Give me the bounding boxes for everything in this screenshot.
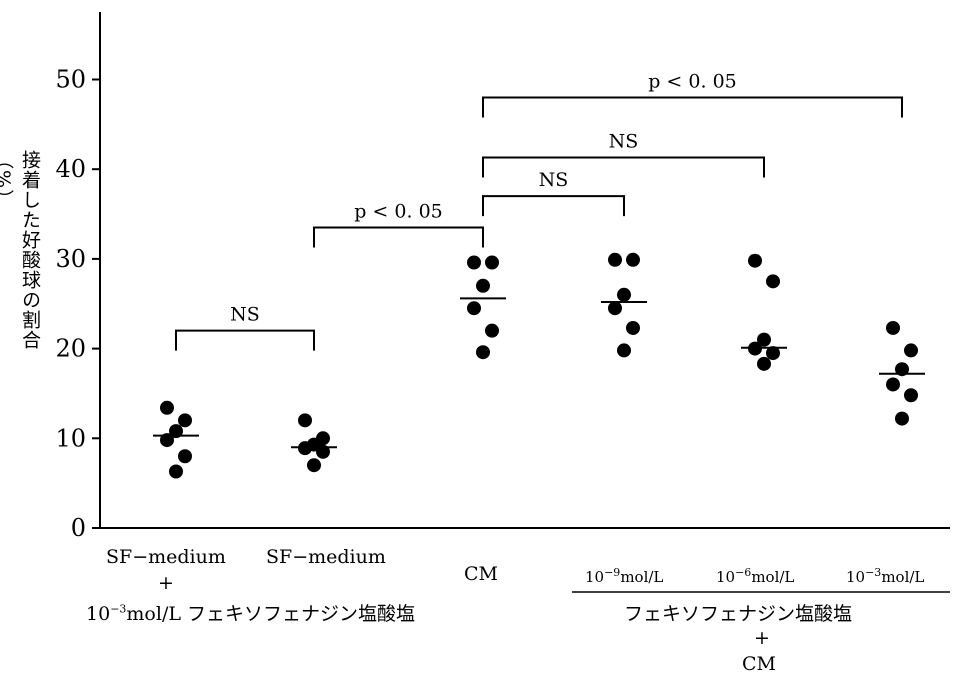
data-point <box>626 252 640 267</box>
significance-bracket <box>482 156 765 178</box>
y-tick-label: 20 <box>55 335 86 363</box>
data-point <box>178 449 192 464</box>
x-group-label-plus: + <box>754 627 770 649</box>
significance-label: p < 0. 05 <box>648 70 737 92</box>
data-point <box>467 255 481 270</box>
data-point <box>886 320 900 335</box>
data-point <box>608 301 622 316</box>
data-point <box>766 346 780 361</box>
x-label-cm: CM <box>464 563 498 585</box>
y-tick-label: 50 <box>55 66 86 94</box>
x-label-fexofenadine-dose-1: 10−3mol/L フェキソフェナジン塩酸塩 <box>86 602 416 625</box>
data-point <box>307 458 321 473</box>
data-point <box>298 441 312 456</box>
y-tick-label: 30 <box>55 245 86 273</box>
data-point <box>169 464 183 479</box>
data-point <box>178 413 192 428</box>
data-point <box>160 400 174 415</box>
data-point <box>757 332 771 347</box>
significance-label: NS <box>539 169 569 191</box>
data-point <box>904 388 918 403</box>
data-point <box>160 433 174 448</box>
significance-bracket <box>175 329 315 351</box>
data-point <box>608 252 622 267</box>
significance-bracket <box>482 195 625 217</box>
data-points <box>153 252 925 479</box>
y-tick-label: 0 <box>71 514 86 542</box>
significance-label: NS <box>230 304 260 326</box>
x-label-sf-medium-2: SF−medium <box>266 546 386 568</box>
significance-bracket <box>313 226 484 248</box>
significance-brackets: NS p < 0. 05 NS NS p < 0. 05 <box>175 70 903 351</box>
x-label-dose-1e-6: 10−6mol/L <box>716 566 795 586</box>
data-point <box>485 323 499 338</box>
data-point <box>467 301 481 316</box>
x-group-label-drug: フェキソフェナジン塩酸塩 <box>624 603 853 625</box>
x-label-plus-1: + <box>158 572 174 594</box>
data-point <box>476 345 490 360</box>
data-point <box>617 287 631 302</box>
data-point <box>895 362 909 377</box>
data-point <box>748 341 762 356</box>
data-point <box>626 320 640 335</box>
y-axis-title: 接着した好酸球の割合（%） <box>0 150 41 350</box>
significance-bracket <box>482 96 903 118</box>
data-point <box>748 253 762 268</box>
data-point <box>485 255 499 270</box>
data-point <box>316 444 330 459</box>
data-point <box>476 278 490 293</box>
x-label-sf-medium-1: SF−medium <box>106 546 226 568</box>
data-point <box>895 411 909 426</box>
axes: 0 10 20 30 40 50 <box>55 12 950 593</box>
data-point <box>757 356 771 371</box>
significance-label: NS <box>609 131 639 153</box>
data-point <box>169 424 183 439</box>
x-group-label-cm: CM <box>742 653 776 675</box>
x-label-dose-1e-9: 10−9mol/L <box>585 566 664 586</box>
x-label-dose-1e-3: 10−3mol/L <box>846 566 925 586</box>
data-point <box>886 377 900 392</box>
data-point <box>617 343 631 358</box>
data-point <box>904 343 918 358</box>
y-tick-label: 40 <box>55 155 86 183</box>
y-tick-label: 10 <box>55 424 86 452</box>
data-point <box>298 413 312 428</box>
significance-label: p < 0. 05 <box>354 201 443 223</box>
data-point <box>766 274 780 289</box>
